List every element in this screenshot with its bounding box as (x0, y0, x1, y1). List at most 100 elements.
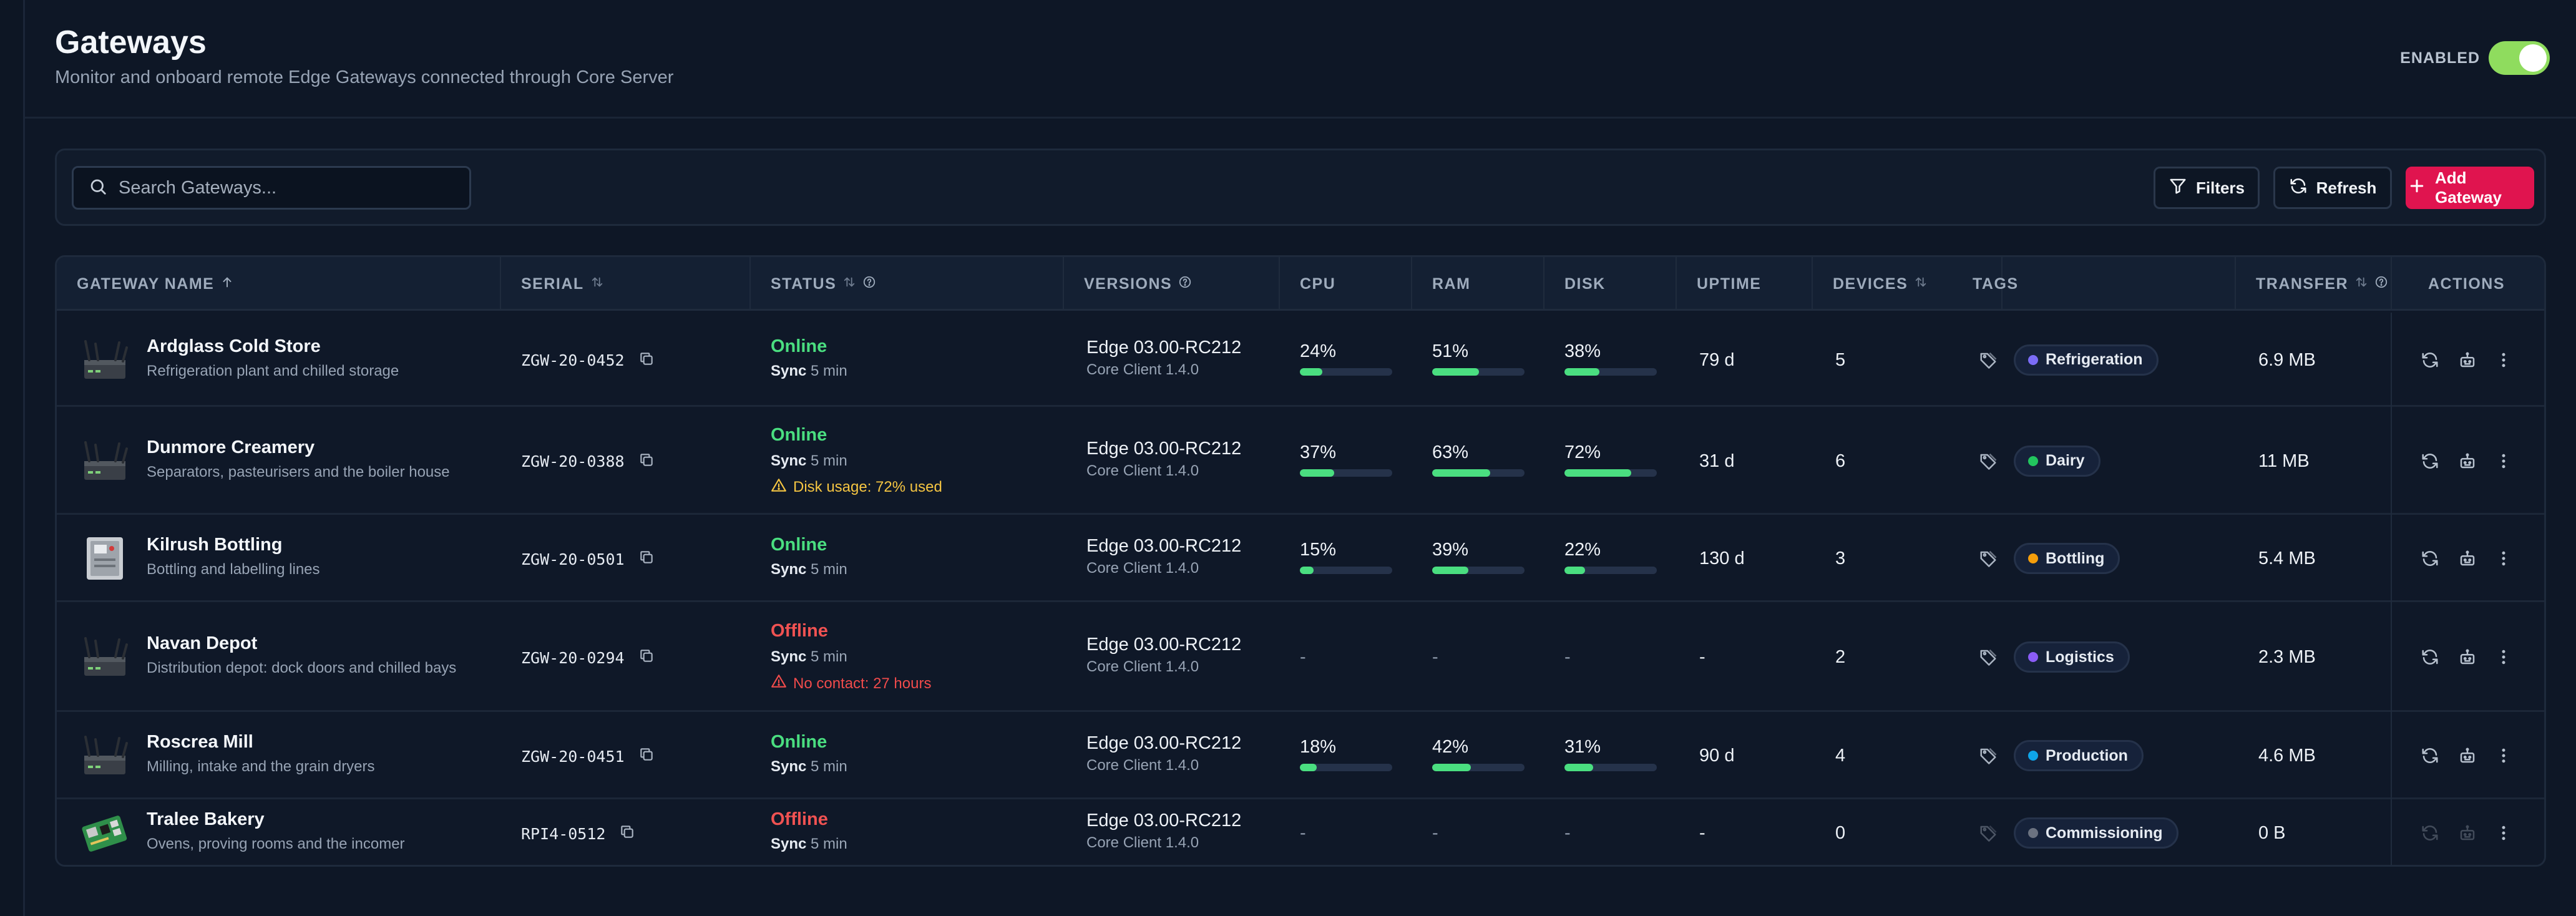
column-label: RAM (1432, 275, 1471, 293)
tag-chip[interactable]: Bottling (2014, 543, 2120, 574)
robot-icon[interactable] (2458, 549, 2477, 568)
tag-chip[interactable]: Dairy (2014, 445, 2100, 477)
robot-icon (2458, 824, 2477, 842)
warning-message: No contact: 27 hours (793, 675, 932, 692)
copy-icon[interactable] (619, 824, 635, 844)
column-header-devices[interactable]: DEVICES (1833, 257, 1928, 311)
tag-icon[interactable] (1979, 549, 1998, 568)
restart-icon[interactable] (2421, 549, 2439, 568)
sync-label: Sync (771, 561, 807, 578)
tag-icon[interactable] (1979, 824, 1998, 842)
edge-version: Edge 03.00-RC212 (1086, 337, 1242, 358)
ram-metric: 39% (1432, 540, 1525, 574)
column-header-status[interactable]: STATUS (771, 257, 876, 311)
copy-icon[interactable] (638, 648, 655, 668)
filters-button[interactable]: Filters (2154, 167, 2260, 209)
status-text: Online (771, 732, 827, 752)
copy-icon[interactable] (638, 549, 655, 569)
ram-value: 42% (1432, 737, 1469, 757)
tag-chip[interactable]: Commissioning (2014, 817, 2178, 849)
more-options-icon[interactable] (2494, 746, 2513, 765)
restart-icon[interactable] (2421, 648, 2439, 666)
copy-icon[interactable] (638, 746, 655, 766)
gateway-name[interactable]: Navan Depot (147, 633, 258, 653)
column-header-serial[interactable]: SERIAL (521, 257, 604, 311)
tag-icon[interactable] (1979, 746, 1998, 765)
help-icon[interactable] (1178, 275, 1192, 293)
status-text: Online (771, 424, 827, 445)
refresh-button[interactable]: Refresh (2273, 167, 2392, 209)
more-options-icon[interactable] (2494, 824, 2513, 842)
column-divider (2391, 407, 2392, 515)
help-icon[interactable] (2374, 275, 2388, 293)
more-options-icon[interactable] (2494, 452, 2513, 470)
cpu-usage-bar (1300, 469, 1392, 477)
restart-icon[interactable] (2421, 452, 2439, 470)
sync-value: 5 min (806, 362, 847, 379)
ram-value: 39% (1432, 540, 1469, 560)
page: Gateways Monitor and onboard remote Edge… (25, 0, 2576, 916)
gateway-name[interactable]: Kilrush Bottling (147, 535, 283, 555)
column-header-name[interactable]: GATEWAY NAME (77, 257, 234, 311)
edge-version: Edge 03.00-RC212 (1086, 438, 1242, 459)
serial-number: ZGW-20-0388 (521, 452, 625, 470)
tag-icon[interactable] (1979, 648, 1998, 666)
cpu-usage-fill (1300, 368, 1322, 376)
search-box[interactable] (72, 166, 471, 210)
gateway-name[interactable]: Tralee Bakery (147, 809, 265, 829)
cpu-usage-fill (1300, 469, 1334, 477)
restart-icon[interactable] (2421, 746, 2439, 765)
column-label: DISK (1564, 275, 1606, 293)
page-header: Gateways Monitor and onboard remote Edge… (25, 0, 2576, 119)
copy-icon[interactable] (638, 452, 655, 472)
robot-icon[interactable] (2458, 746, 2477, 765)
column-divider (2391, 313, 2392, 407)
add-gateway-button[interactable]: Add Gateway (2406, 167, 2534, 209)
help-icon[interactable] (862, 275, 876, 293)
tag-chip[interactable]: Logistics (2014, 641, 2130, 673)
client-version: Core Client 1.4.0 (1086, 560, 1199, 577)
page-title: Gateways (55, 24, 207, 61)
ram-usage-bar (1432, 469, 1525, 477)
gateway-name[interactable]: Dunmore Creamery (147, 437, 315, 457)
robot-icon[interactable] (2458, 351, 2477, 369)
disk-usage-fill (1564, 567, 1585, 574)
uptime-value: 31 d (1699, 451, 1735, 471)
copy-icon[interactable] (638, 351, 655, 371)
more-options-icon[interactable] (2494, 549, 2513, 568)
column-label: CPU (1300, 275, 1336, 293)
enabled-toggle[interactable] (2489, 41, 2550, 75)
column-header-transfer[interactable]: TRANSFER (2256, 257, 2388, 311)
gateway-name[interactable]: Roscrea Mill (147, 732, 253, 752)
gateway-name[interactable]: Ardglass Cold Store (147, 336, 321, 356)
serial-number: ZGW-20-0294 (521, 648, 625, 667)
restart-icon[interactable] (2421, 351, 2439, 369)
robot-icon[interactable] (2458, 648, 2477, 666)
sync-value: 5 min (806, 758, 847, 775)
search-input[interactable] (119, 177, 468, 198)
tag-chip[interactable]: Production (2014, 740, 2144, 771)
ram-metric: 42% (1432, 737, 1525, 771)
more-options-icon[interactable] (2494, 351, 2513, 369)
devices-count: 6 (1835, 451, 1846, 471)
transfer-value: 5.4 MB (2258, 548, 2316, 568)
robot-icon[interactable] (2458, 452, 2477, 470)
disk-usage-bar (1564, 469, 1657, 477)
column-divider (2391, 799, 2392, 865)
edge-version: Edge 03.00-RC212 (1086, 733, 1242, 753)
ram-usage-fill (1432, 764, 1471, 771)
tag-label: Refrigeration (2046, 351, 2143, 368)
tag-icon[interactable] (1979, 351, 1998, 369)
column-divider (1411, 257, 1412, 311)
disk-value: - (1564, 647, 1571, 667)
serial-number: ZGW-20-0452 (521, 351, 625, 369)
filter-icon (2169, 177, 2187, 200)
tag-icon[interactable] (1979, 452, 1998, 470)
more-options-icon[interactable] (2494, 648, 2513, 666)
left-rail (0, 0, 25, 916)
serial-cell: ZGW-20-0451 (521, 746, 655, 766)
table-row: Ardglass Cold Store Refrigeration plant a… (57, 313, 2544, 407)
column-divider (2391, 515, 2392, 602)
tag-chip[interactable]: Refrigeration (2014, 344, 2159, 376)
ram-metric: 63% (1432, 442, 1525, 477)
